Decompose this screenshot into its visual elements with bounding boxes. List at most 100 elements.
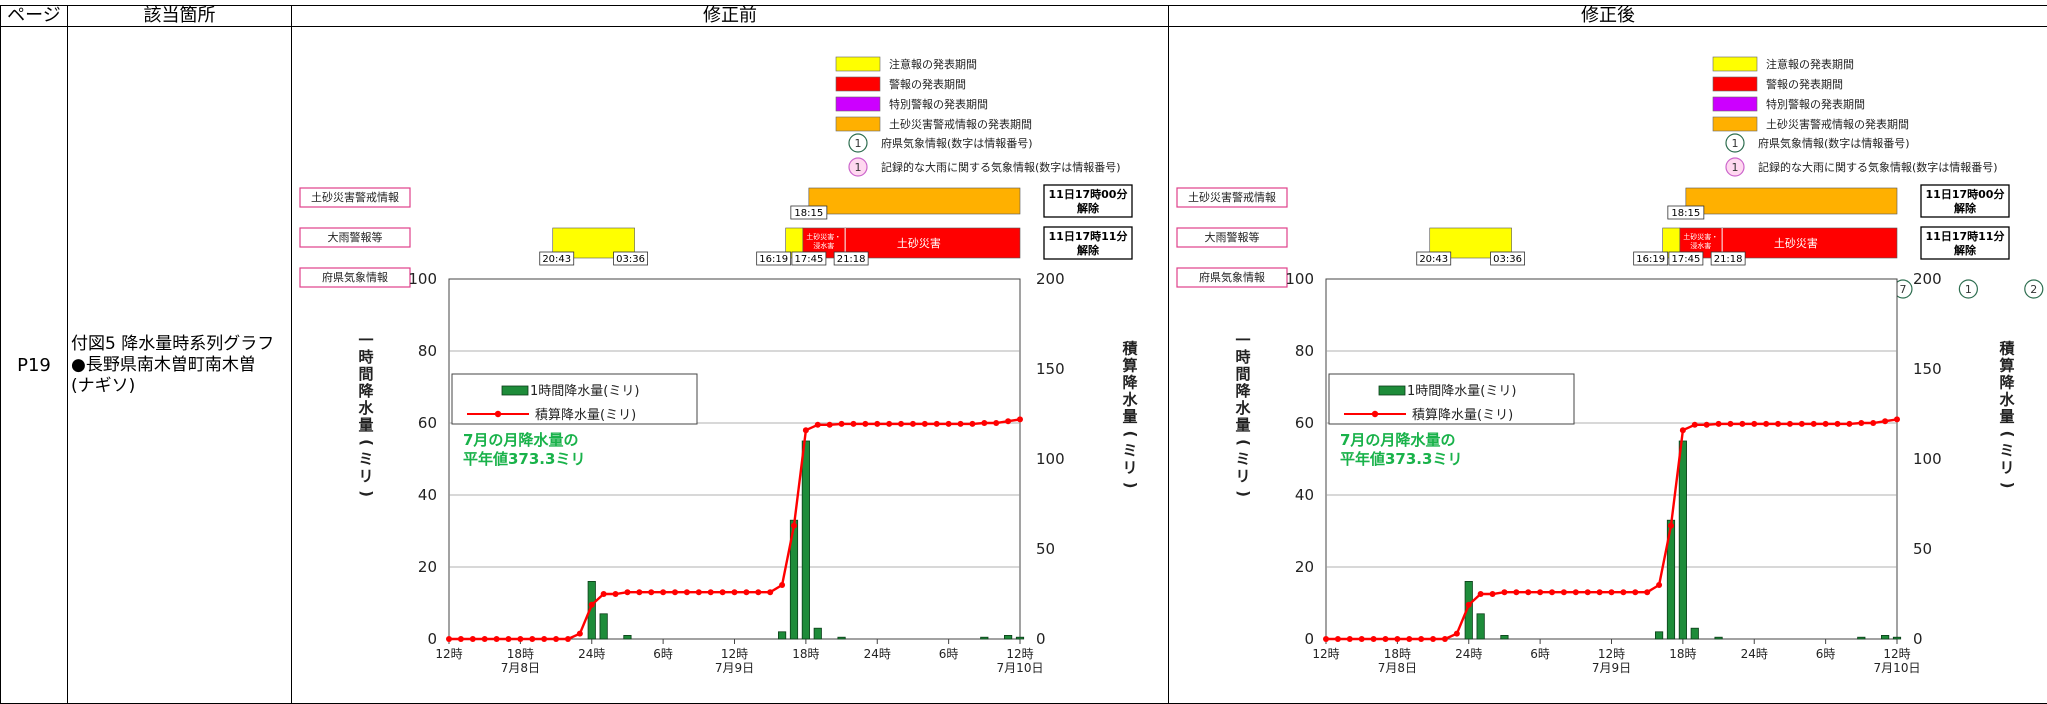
x-tick-label: 12時 bbox=[721, 647, 748, 661]
row-label: 土砂災害警戒情報 bbox=[311, 190, 399, 204]
cumulative-point bbox=[470, 636, 476, 642]
x-tick-label: 18時 bbox=[1669, 647, 1696, 661]
x-tick-label: 12時 bbox=[435, 647, 462, 661]
release-text: 11日17時11分 bbox=[1049, 229, 1128, 243]
cumulative-point bbox=[922, 421, 928, 427]
axis-title-char: 時 bbox=[1235, 348, 1250, 366]
cumulative-point bbox=[1478, 591, 1484, 597]
y-tick-left: 100 bbox=[1285, 270, 1314, 288]
precip-bar bbox=[778, 632, 785, 639]
cumulative-point bbox=[1656, 582, 1662, 588]
cumulative-point bbox=[589, 602, 595, 608]
cumulative-point bbox=[517, 636, 523, 642]
cumulative-point bbox=[672, 589, 678, 595]
axis-title-char: 降 bbox=[1235, 382, 1251, 400]
cumulative-point bbox=[1870, 420, 1876, 426]
legend-label: 記録的な大雨に関する気象情報(数字は情報番号) bbox=[1758, 160, 1998, 174]
time-label: 16:19 bbox=[1636, 254, 1665, 265]
precip-bar bbox=[802, 441, 809, 639]
axis-title-char: リ bbox=[1122, 459, 1137, 477]
x-tick-label: 24時 bbox=[1741, 647, 1768, 661]
time-label: 20:43 bbox=[542, 254, 571, 265]
cumulative-point bbox=[755, 589, 761, 595]
legend-swatch bbox=[1713, 97, 1757, 111]
cumulative-point bbox=[767, 589, 773, 595]
cumulative-point bbox=[1490, 591, 1496, 597]
axis-title-char: ( bbox=[1122, 431, 1140, 438]
cumulative-point bbox=[1811, 421, 1817, 427]
precip-bar bbox=[814, 628, 821, 639]
cumulative-point bbox=[743, 589, 749, 595]
precip-bar bbox=[624, 635, 631, 639]
cumulative-point bbox=[624, 589, 630, 595]
cumulative-point bbox=[1799, 421, 1805, 427]
legend-circle-number: 1 bbox=[1732, 137, 1739, 150]
cumulative-point bbox=[1597, 589, 1603, 595]
normal-value-annotation: 平年値373.3ミリ bbox=[1340, 450, 1462, 468]
cumulative-point bbox=[482, 636, 488, 642]
cumulative-point bbox=[1005, 418, 1011, 424]
cumulative-point bbox=[696, 589, 702, 595]
location-line: 付図5 降水量時系列グラフ bbox=[71, 334, 291, 355]
cumulative-point bbox=[636, 589, 642, 595]
legend-swatch bbox=[1713, 77, 1757, 91]
time-label: 03:36 bbox=[616, 254, 645, 265]
x-tick-label: 24時 bbox=[1455, 647, 1482, 661]
page-number: P19 bbox=[1, 27, 68, 704]
x-tick-label: 6時 bbox=[653, 647, 673, 661]
cumulative-point bbox=[1858, 420, 1864, 426]
legend-swatch bbox=[836, 57, 880, 71]
cumulative-point bbox=[660, 589, 666, 595]
y-tick-left: 20 bbox=[1295, 558, 1314, 576]
legend-label: 府県気象情報(数字は情報番号) bbox=[881, 136, 1033, 150]
axis-title-char: リ bbox=[1235, 467, 1250, 485]
legend-swatch bbox=[1713, 57, 1757, 71]
axis-title-char: 算 bbox=[1122, 357, 1137, 375]
legend-circle-number: 1 bbox=[855, 161, 862, 174]
info-circle-number: 7 bbox=[1899, 283, 1906, 296]
time-label: 03:36 bbox=[1493, 254, 1522, 265]
landslide-alert-bar bbox=[809, 188, 1020, 214]
row-label: 大雨警報等 bbox=[328, 230, 383, 244]
landslide-alert-bar bbox=[1686, 188, 1897, 214]
cumulative-point bbox=[529, 636, 535, 642]
axis-title-char: 量 bbox=[358, 416, 373, 434]
x-tick-label: 24時 bbox=[864, 647, 891, 661]
x-tick-label: 12時 bbox=[1883, 647, 1910, 661]
cumulative-point bbox=[1442, 636, 1448, 642]
legend-label: 警報の発表期間 bbox=[1766, 77, 1843, 91]
y-tick-right: 150 bbox=[1036, 360, 1065, 378]
cumulative-point bbox=[1418, 636, 1424, 642]
y-tick-right: 100 bbox=[1036, 450, 1065, 468]
cumulative-point bbox=[732, 589, 738, 595]
time-label: 20:43 bbox=[1419, 254, 1448, 265]
cumulative-point bbox=[1751, 421, 1757, 427]
legend-label: 特別警報の発表期間 bbox=[889, 97, 988, 111]
header-location: 該当箇所 bbox=[68, 6, 292, 27]
cumulative-point bbox=[1680, 427, 1686, 433]
x-tick-label: 18時 bbox=[1384, 647, 1411, 661]
precip-bar bbox=[1004, 635, 1011, 639]
cumulative-point bbox=[850, 421, 856, 427]
cumulative-point bbox=[1573, 589, 1579, 595]
time-label: 16:19 bbox=[759, 254, 788, 265]
cumulative-point bbox=[708, 589, 714, 595]
precip-bar bbox=[1679, 441, 1686, 639]
legend-label: 記録的な大雨に関する気象情報(数字は情報番号) bbox=[881, 160, 1121, 174]
cumulative-point bbox=[613, 591, 619, 597]
cumulative-point bbox=[981, 420, 987, 426]
cumulative-point bbox=[1525, 589, 1531, 595]
legend-circle-number: 1 bbox=[1732, 161, 1739, 174]
axis-title-char: 算 bbox=[1999, 357, 2014, 375]
axis-title-char: ( bbox=[1999, 431, 2017, 438]
warning-bar-label: 土砂災害・ bbox=[806, 232, 841, 241]
y-tick-left: 100 bbox=[408, 270, 437, 288]
time-label: 21:18 bbox=[1714, 254, 1743, 265]
cumulative-point bbox=[1620, 589, 1626, 595]
y-tick-right: 150 bbox=[1913, 360, 1942, 378]
precip-bar bbox=[838, 637, 845, 639]
axis-title-char: ミ bbox=[1999, 442, 2014, 460]
normal-value-annotation: 平年値373.3ミリ bbox=[463, 450, 585, 468]
axis-title-char: 水 bbox=[358, 399, 374, 417]
